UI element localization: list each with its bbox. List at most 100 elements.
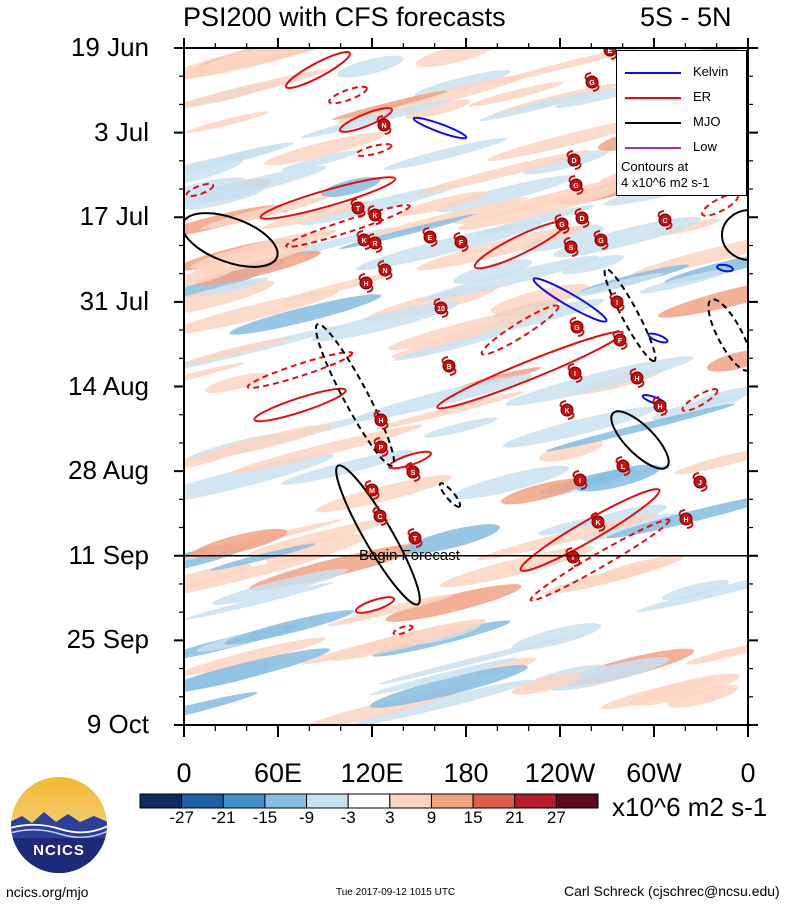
anomaly-patch (205, 373, 268, 393)
colorbar-swatch (555, 793, 599, 809)
anomaly-patch (452, 465, 569, 500)
kelvin-contour (647, 332, 669, 344)
anomaly-patch (281, 150, 361, 172)
x-tick-label: 120W (524, 758, 596, 788)
storm-letter: K (372, 213, 377, 220)
legend-swatch-mjo (625, 122, 681, 124)
storm-letter: K (361, 238, 366, 245)
storm-letter: E (608, 48, 613, 55)
storm-symbol: C (657, 210, 673, 230)
storm-symbol: S (563, 237, 579, 257)
anomaly-patch (502, 406, 657, 448)
colorbar-swatch (514, 793, 557, 809)
storm-symbol: I (565, 547, 581, 567)
anomaly-patch (576, 464, 661, 492)
ncics-logo: NCICS (10, 776, 108, 874)
anomaly-patch (327, 593, 454, 627)
colorbar-tick-label: -15 (252, 808, 278, 827)
colorbar-units: x10^6 m2 s-1 (612, 792, 768, 822)
anomaly-patch (299, 99, 452, 139)
storm-letter: G (598, 238, 604, 245)
x-tick-label: 60E (253, 758, 303, 788)
kelvin-contour (532, 277, 608, 323)
mjo-contour (610, 410, 670, 470)
colorbar-tick-label: 15 (463, 808, 483, 827)
er-contour (328, 85, 368, 105)
anomaly-patch (184, 692, 258, 725)
anomaly-patch (552, 216, 702, 258)
anomaly-patch (468, 81, 564, 107)
anomaly-patch (457, 187, 621, 230)
anomaly-patch (184, 564, 252, 597)
anomaly-patch (311, 301, 459, 342)
anomaly-patch (398, 191, 488, 217)
anomaly-patch (479, 91, 593, 121)
storm-letter: G (559, 222, 565, 229)
er-contour (388, 450, 432, 470)
storm-symbol: D (566, 150, 582, 170)
colorbar-swatch (347, 793, 391, 809)
anomaly-patch (374, 391, 525, 430)
legend-swatch-kelvin (625, 72, 681, 74)
mjo-contour (438, 482, 462, 508)
anomaly-patch (436, 175, 575, 213)
anomaly-patch (353, 374, 534, 422)
mjo-contour (314, 323, 396, 467)
er-contour (246, 351, 354, 389)
footer-website[interactable]: ncics.org/mjo (6, 884, 89, 900)
storm-letter: S (411, 470, 416, 477)
er-contour (355, 143, 393, 157)
anomaly-patch (630, 230, 748, 277)
anomaly-patch (281, 449, 414, 485)
anomaly-patch (184, 453, 334, 505)
legend-note-line2: 4 x10^6 m2 s-1 (621, 175, 710, 190)
storm-symbol: I (609, 292, 625, 312)
anomaly-patch (476, 513, 659, 561)
colorbar-tick-label: -9 (298, 808, 315, 827)
storm-symbol: E (422, 227, 438, 247)
x-tick-label: 180 (443, 758, 489, 788)
storm-letter: 10 (437, 306, 445, 313)
legend-swatch-low (625, 147, 681, 149)
colorbar-swatch (389, 793, 432, 809)
anomaly-patch (393, 332, 504, 361)
y-tick-label: 28 Aug (68, 455, 149, 486)
anomaly-patch (423, 417, 498, 438)
storm-letter: G (574, 325, 580, 332)
anomaly-patch (369, 657, 518, 696)
anomaly-patch (184, 69, 329, 113)
storm-symbol: N (377, 260, 393, 280)
anomaly-patch (202, 48, 284, 72)
anomaly-patch (667, 684, 739, 708)
anomaly-patch (639, 268, 731, 294)
storm-symbol: D (574, 208, 590, 228)
legend-label-kelvin: Kelvin (693, 64, 729, 79)
y-tick-label: 25 Sep (66, 624, 149, 655)
anomaly-patch (415, 48, 497, 68)
storm-letter: G (589, 80, 595, 87)
storm-letter: S (569, 245, 574, 252)
anomaly-patch (581, 563, 659, 586)
colorbar-swatch (472, 793, 516, 809)
storm-letter: H (378, 418, 383, 425)
storm-letter: I (572, 555, 574, 562)
anomaly-patch (674, 446, 748, 475)
storm-symbol: H (629, 368, 645, 388)
storm-letter: C (662, 218, 667, 225)
anomaly-patch (355, 221, 543, 271)
anomaly-patch (383, 137, 507, 171)
storm-letter: T (413, 536, 418, 543)
anomaly-patch (651, 394, 744, 421)
colorbar-tick-label: 3 (385, 808, 395, 827)
anomaly-patch (184, 165, 327, 209)
colorbar-tick-label: 9 (426, 808, 437, 827)
anomaly-patch (706, 349, 748, 372)
x-tick-label: 60W (626, 758, 682, 788)
colorbar-swatch (306, 793, 349, 809)
storm-symbol: C (372, 506, 388, 526)
anomaly-patch (452, 259, 533, 285)
storm-letter: L (621, 464, 626, 471)
anomaly-patch (546, 403, 736, 452)
storm-letter: H (363, 281, 368, 288)
